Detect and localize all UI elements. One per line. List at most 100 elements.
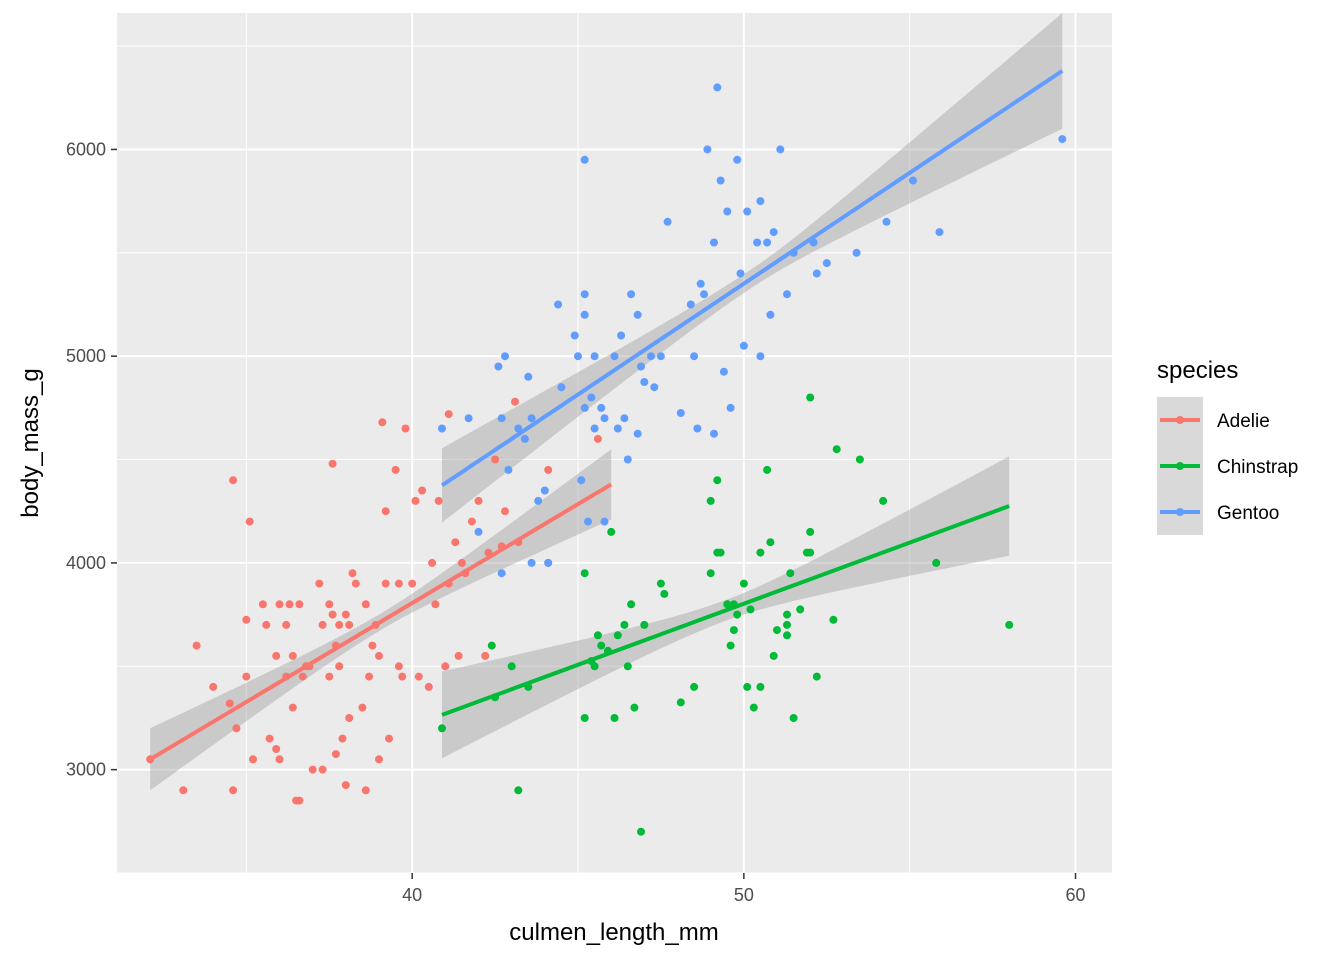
chinstrap-point — [613, 631, 622, 640]
chinstrap-point — [723, 600, 732, 609]
gentoo-point — [703, 145, 712, 154]
data-points — [146, 83, 1067, 836]
adelie-point — [331, 750, 340, 759]
gentoo-point — [756, 197, 765, 206]
gentoo-point — [623, 455, 632, 464]
adelie-point — [179, 786, 188, 795]
gentoo-point — [633, 310, 642, 319]
gentoo-point — [580, 310, 589, 319]
adelie-point — [361, 600, 370, 609]
adelie-point — [408, 579, 417, 588]
gentoo-point — [736, 269, 745, 278]
gentoo-point — [852, 248, 861, 257]
chinstrap-point — [637, 827, 645, 836]
chinstrap-point — [783, 610, 791, 619]
gentoo-point — [590, 424, 599, 433]
adelie-point — [511, 397, 519, 406]
gentoo-point — [580, 155, 589, 164]
adelie-point — [308, 765, 317, 774]
adelie-point — [232, 724, 241, 733]
adelie-point — [394, 579, 403, 588]
gentoo-point — [497, 414, 506, 423]
chinstrap-point — [806, 527, 815, 536]
gentoo-point — [812, 269, 821, 278]
adelie-point — [325, 672, 334, 681]
gentoo-point — [577, 476, 586, 485]
y-tick-label: 4000 — [66, 553, 106, 573]
adelie-point — [209, 682, 218, 691]
adelie-point — [385, 734, 393, 743]
gentoo-point — [620, 414, 629, 423]
adelie-point — [325, 600, 334, 609]
adelie-point — [265, 734, 274, 743]
adelie-point — [285, 600, 294, 609]
gentoo-point — [726, 403, 735, 412]
y-tick-label: 6000 — [66, 139, 106, 159]
adelie-point — [491, 455, 500, 464]
chinstrap-point — [879, 496, 888, 505]
adelie-point — [345, 714, 354, 722]
chinstrap-point — [832, 445, 841, 454]
chinstrap-point — [726, 641, 735, 650]
adelie-point — [593, 434, 602, 443]
adelie-fit-line — [149, 482, 613, 762]
adelie-point — [229, 476, 238, 485]
gentoo-point — [640, 378, 649, 386]
adelie-point — [318, 765, 327, 774]
adelie-point — [454, 651, 463, 660]
gentoo-point — [743, 207, 752, 216]
chinstrap-point — [789, 714, 798, 722]
gentoo-point — [613, 424, 622, 433]
gentoo-point — [713, 83, 722, 92]
adelie-point — [249, 755, 257, 764]
gentoo-point — [520, 434, 529, 443]
chinstrap-point — [713, 476, 722, 485]
adelie-point — [192, 641, 201, 650]
adelie-point — [441, 662, 450, 671]
adelie-point — [229, 786, 238, 795]
gentoo-point — [723, 207, 732, 216]
gentoo-point — [580, 403, 589, 412]
y-axis-title: body_mass_g — [17, 368, 44, 517]
chinstrap-point — [607, 527, 616, 536]
chinstrap-point — [773, 626, 781, 635]
chinstrap-point — [766, 538, 775, 547]
adelie-point — [242, 615, 251, 624]
chinstrap-point — [580, 569, 589, 578]
chinstrap-point — [597, 641, 606, 650]
gentoo-point — [580, 290, 589, 299]
adelie-point — [398, 672, 407, 681]
adelie-point — [467, 517, 476, 526]
adelie-point — [361, 786, 370, 795]
legend-key-chinstrap: Chinstrap — [1157, 443, 1298, 489]
chinstrap-point — [706, 496, 715, 505]
adelie-point — [378, 418, 387, 427]
chinstrap-point — [756, 548, 765, 557]
adelie-point — [348, 569, 357, 578]
x-axis: 40 50 60 — [402, 873, 1086, 905]
gentoo-point — [600, 414, 609, 423]
chinstrap-point — [756, 682, 765, 691]
adelie-point — [315, 579, 324, 588]
chinstrap-point — [690, 682, 699, 691]
gentoo-point — [783, 290, 791, 299]
adelie-point — [275, 755, 284, 764]
adelie-point — [544, 465, 553, 474]
adelie-point — [298, 672, 307, 681]
gentoo-point — [663, 217, 672, 226]
legend-label: Adelie — [1217, 411, 1270, 432]
chinstrap-point — [855, 455, 864, 464]
gentoo-point — [574, 352, 582, 361]
legend-point-swatch — [1176, 508, 1184, 516]
chinstrap-point — [763, 465, 772, 474]
chinstrap-point — [749, 703, 758, 712]
gentoo-point — [438, 424, 446, 433]
y-tick-label: 5000 — [66, 346, 106, 366]
chinstrap-point — [739, 579, 748, 588]
gentoo-point — [676, 409, 685, 417]
chinstrap-point — [620, 620, 629, 629]
adelie-point — [272, 745, 281, 753]
adelie-point — [288, 651, 297, 660]
gentoo-point — [756, 352, 765, 361]
adelie-point — [335, 662, 344, 671]
